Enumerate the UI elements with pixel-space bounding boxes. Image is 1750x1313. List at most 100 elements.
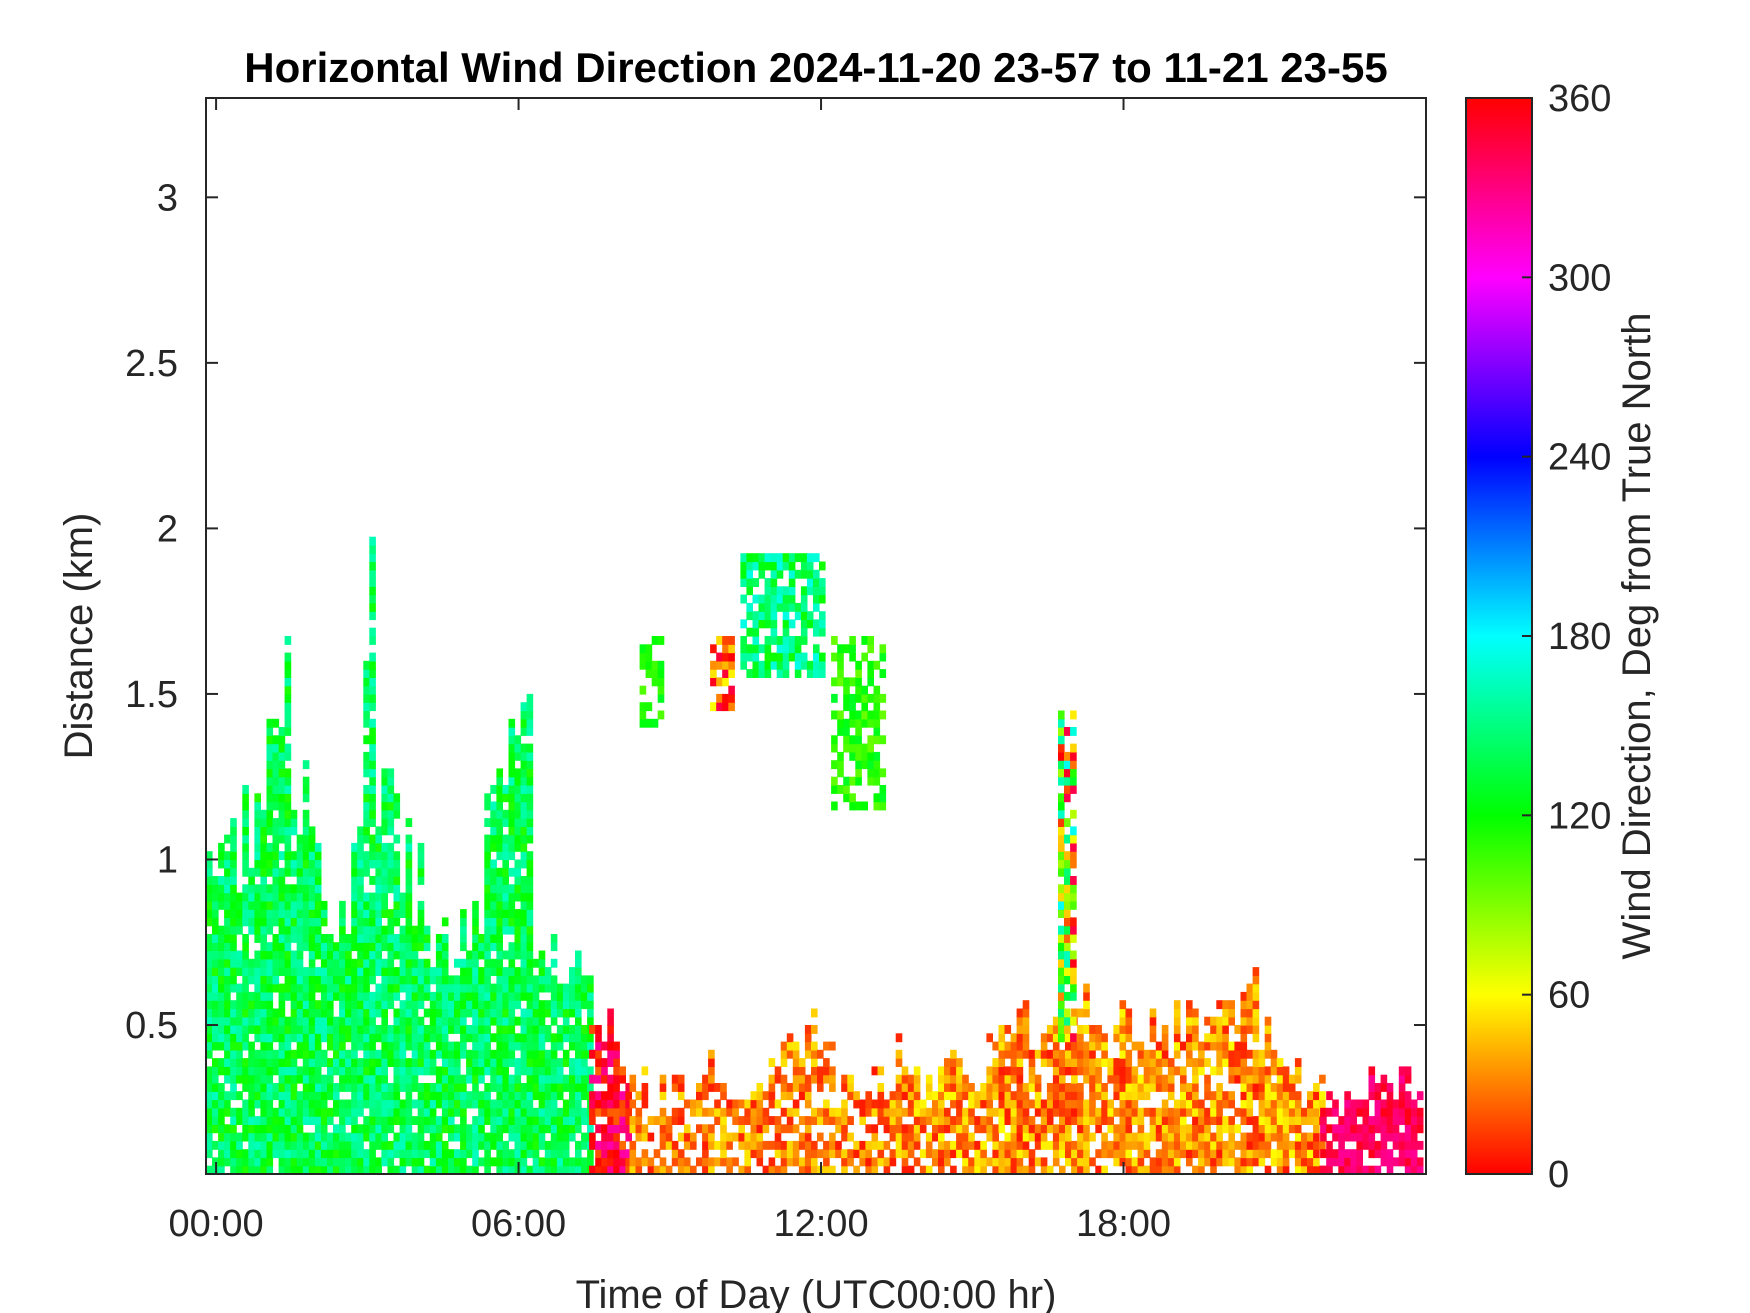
- heatmap-cell-2890: [992, 1083, 999, 1092]
- heatmap-cell-3199: [1119, 1099, 1127, 1109]
- heatmap-cell-1822: [502, 917, 509, 927]
- heatmap-cell-307: [254, 958, 261, 968]
- heatmap-cell-3483: [1234, 1107, 1241, 1117]
- heatmap-cell-1014: [363, 1000, 370, 1010]
- heatmap-cell-3384: [1192, 1041, 1199, 1051]
- heatmap-cell-2519: [762, 1140, 770, 1150]
- heatmap-cell-830: [327, 967, 334, 976]
- heatmap-cell-1504: [441, 1025, 449, 1034]
- heatmap-cell-1598: [466, 1066, 473, 1076]
- heatmap-cell-4197: [651, 718, 659, 728]
- heatmap-cell-719: [308, 1000, 316, 1010]
- heatmap-cell-1347: [405, 867, 413, 877]
- heatmap-cell-2647: [835, 1124, 842, 1134]
- heatmap-cell-3390: [1198, 1157, 1205, 1167]
- heatmap-cell-1324: [405, 1066, 413, 1076]
- heatmap-cell-3659: [1313, 1165, 1320, 1175]
- heatmap-cell-136: [224, 876, 231, 885]
- heatmap-cell-2971: [1022, 1091, 1030, 1101]
- heatmap-cell-3576: [1264, 1066, 1272, 1076]
- heatmap-cell-4101: [1058, 934, 1065, 943]
- heatmap-cell-1168: [381, 1074, 388, 1084]
- heatmap-cell-1246: [393, 1140, 401, 1150]
- heatmap-cell-2122: [550, 1074, 558, 1084]
- heatmap-cell-3461: [1222, 1008, 1229, 1018]
- heatmap-cell-1796: [502, 1165, 509, 1175]
- heatmap-cell-949: [351, 892, 358, 902]
- heatmap-cell-2036: [526, 727, 534, 736]
- heatmap-cell-2411: [671, 1083, 679, 1092]
- heatmap-cell-3104: [1077, 1066, 1084, 1076]
- heatmap-cell-206: [236, 917, 243, 927]
- heatmap-cell-3342: [1180, 1149, 1187, 1159]
- heatmap-cell-1728: [490, 967, 497, 976]
- heatmap-cell-69: [218, 1165, 225, 1175]
- heatmap-cell-3758: [1380, 1124, 1388, 1134]
- heatmap-cell-4103: [1058, 909, 1065, 918]
- heatmap-cell-185: [236, 1140, 243, 1150]
- heatmap-cell-1496: [441, 1091, 449, 1101]
- heatmap-cell-550: [284, 884, 292, 894]
- heatmap-cell-1326: [405, 1041, 413, 1051]
- heatmap-cell-1831: [502, 842, 509, 852]
- heatmap-cell-2774: [925, 1107, 933, 1117]
- heatmap-cell-428: [272, 1091, 280, 1101]
- heatmap-cell-2800: [944, 1149, 951, 1159]
- heatmap-cell-3511: [1246, 1165, 1254, 1175]
- heatmap-cell-1864: [508, 917, 516, 927]
- heatmap-cell-2237: [581, 1033, 588, 1043]
- heatmap-cell-3418: [1210, 1149, 1217, 1159]
- heatmap-cell-1367: [411, 1025, 419, 1034]
- heatmap-cell-4116: [1058, 793, 1065, 803]
- heatmap-cell-42: [212, 1099, 219, 1109]
- heatmap-cell-2328: [613, 1124, 620, 1134]
- heatmap-cell-2151: [556, 1033, 564, 1043]
- heatmap-cell-2720: [895, 1132, 903, 1142]
- heatmap-cell-1266: [393, 950, 401, 960]
- heatmap-cell-2443: [702, 1132, 709, 1142]
- heatmap-cell-613: [290, 826, 298, 836]
- heatmap-cell-3968: [819, 652, 826, 662]
- heatmap-cell-111: [224, 1091, 231, 1101]
- heatmap-cell-3814: [1416, 1157, 1424, 1167]
- heatmap-cell-1206: [387, 1140, 395, 1150]
- heatmap-cell-2554: [786, 1157, 794, 1167]
- heatmap-cell-3016: [1046, 1124, 1054, 1134]
- heatmap-cell-3301: [1161, 1124, 1169, 1134]
- heatmap-cell-3824: [740, 619, 747, 629]
- heatmap-cell-1617: [472, 1116, 479, 1125]
- heatmap-cell-2640: [829, 1107, 836, 1117]
- heatmap-cell-794: [320, 1025, 328, 1034]
- heatmap-cell-2635: [829, 1165, 836, 1175]
- heatmap-cell-3979: [831, 760, 838, 770]
- heatmap-cell-818: [327, 1074, 334, 1084]
- heatmap-cell-979: [357, 958, 364, 968]
- heatmap-cell-1354: [411, 1157, 419, 1167]
- heatmap-cell-3854: [758, 660, 766, 670]
- heatmap-cell-2889: [992, 1091, 999, 1101]
- heatmap-cell-1281: [393, 793, 401, 803]
- heatmap-cell-3946: [806, 660, 814, 670]
- heatmap-cell-2078: [538, 1049, 546, 1059]
- heatmap-cell-1782: [496, 884, 503, 894]
- heatmap-cell-1160: [381, 1140, 388, 1150]
- heatmap-cell-2826: [956, 1116, 963, 1125]
- heatmap-cell-207: [236, 909, 243, 918]
- heatmap-cell-3695: [1332, 1099, 1339, 1109]
- heatmap-cell-1927: [514, 785, 522, 794]
- heatmap-cell-1081: [369, 900, 376, 910]
- heatmap-cell-4093: [1058, 1000, 1065, 1010]
- heatmap-cell-3925: [794, 660, 802, 670]
- heatmap-cell-3543: [1252, 1025, 1260, 1034]
- heatmap-cell-4028: [855, 760, 862, 770]
- heatmap-cell-1090: [369, 801, 376, 811]
- heatmap-cell-862: [339, 1140, 346, 1150]
- heatmap-cell-1118: [369, 545, 376, 554]
- heatmap-cell-3079: [1071, 1140, 1078, 1150]
- heatmap-cell-3437: [1216, 1099, 1223, 1109]
- heatmap-cell-447: [272, 892, 280, 902]
- heatmap-cell-2577: [798, 1165, 806, 1175]
- heatmap-cell-2547: [780, 1107, 788, 1117]
- y-tick-label-0: 0.5: [125, 1005, 178, 1047]
- heatmap-cell-2932: [1010, 1124, 1018, 1134]
